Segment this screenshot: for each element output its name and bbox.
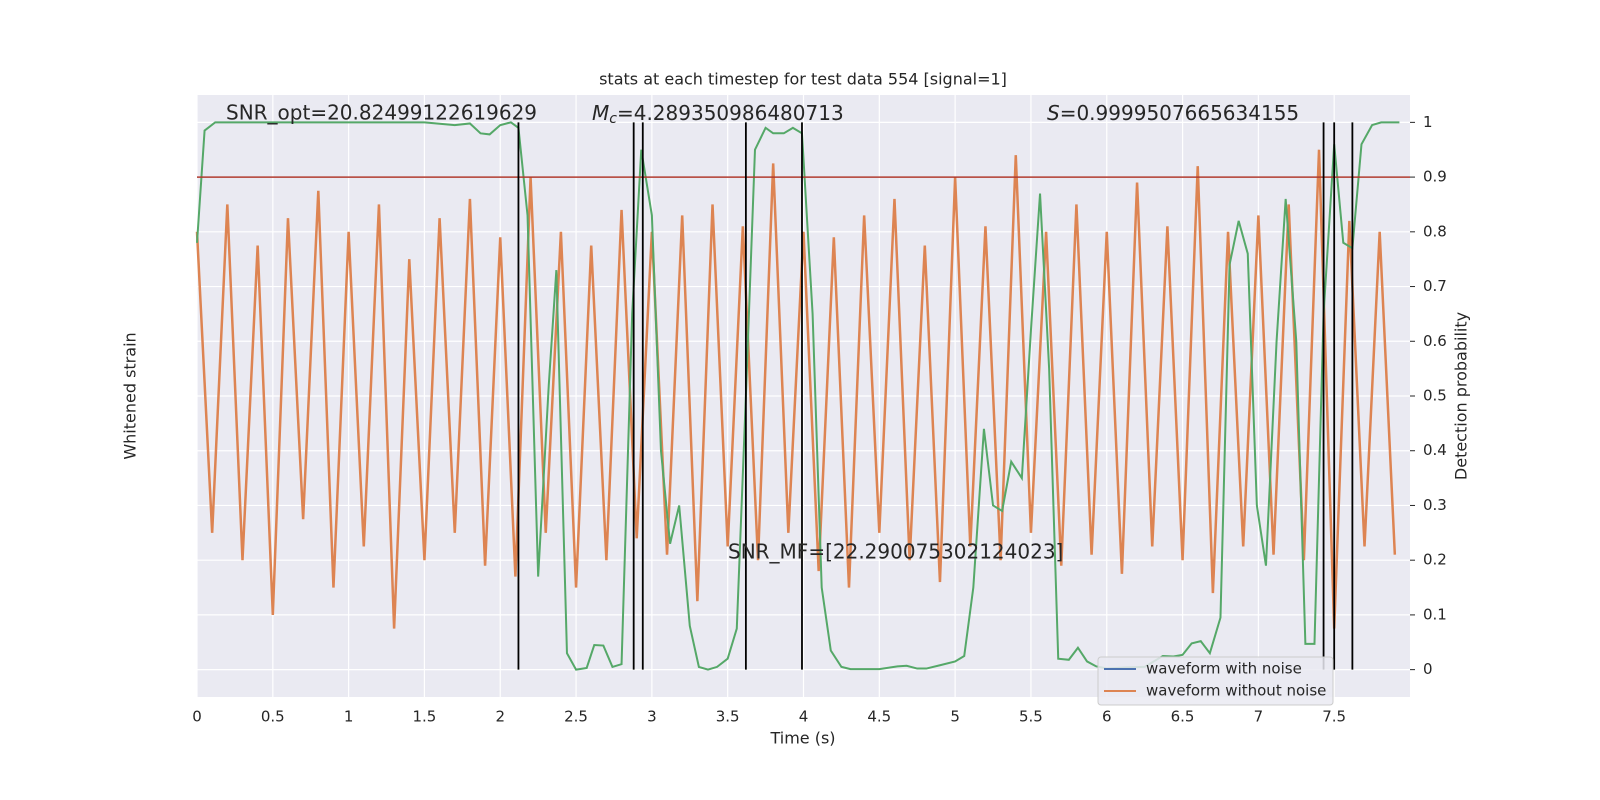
x-tick-label: 7.5 bbox=[1322, 708, 1346, 726]
y2-tick-label: 0.6 bbox=[1423, 332, 1447, 350]
annotation: S=0.9999507665634155 bbox=[1047, 101, 1299, 125]
chart-title: stats at each timestep for test data 554… bbox=[599, 70, 1007, 89]
legend-box bbox=[1097, 656, 1334, 706]
x-tick-label: 7 bbox=[1254, 708, 1264, 726]
x-tick-label: 2.5 bbox=[564, 708, 588, 726]
y2-axis-label: Detection probability bbox=[1452, 312, 1471, 480]
series-line bbox=[195, 149, 1397, 629]
annotation-text: =0.9999507665634155 bbox=[1060, 101, 1299, 125]
legend-label: waveform with noise bbox=[1146, 660, 1302, 678]
y2-tick-label: 0.5 bbox=[1423, 387, 1447, 405]
y2-tick-label: 0.4 bbox=[1423, 441, 1447, 459]
y-axis-label: Whitened strain bbox=[121, 332, 140, 459]
x-tick-label: 2 bbox=[495, 708, 505, 726]
x-tick-label: 6.5 bbox=[1171, 708, 1195, 726]
annotation-subscript: c bbox=[609, 111, 617, 127]
annotation: Mc=4.289350986480713 bbox=[592, 101, 844, 128]
y2-tick-label: 0.2 bbox=[1423, 551, 1447, 569]
y2-tick-label: 0.1 bbox=[1423, 605, 1447, 623]
y2-tick-label: 0.7 bbox=[1423, 277, 1447, 295]
x-tick-label: 0 bbox=[192, 708, 202, 726]
y2-tick-label: 0.8 bbox=[1423, 222, 1447, 240]
x-axis-label: Time (s) bbox=[769, 729, 835, 748]
x-tick-label: 3.5 bbox=[716, 708, 740, 726]
y2-tick-label: 1 bbox=[1423, 113, 1433, 131]
x-tick-label: 1 bbox=[344, 708, 354, 726]
x-tick-label: 3 bbox=[647, 708, 657, 726]
x-tick-label: 4.5 bbox=[867, 708, 891, 726]
y2-tick-label: 0.3 bbox=[1423, 496, 1447, 514]
annotation-symbol: M bbox=[592, 101, 609, 125]
annotation-symbol: S bbox=[1047, 101, 1060, 125]
y2-tick-label: 0 bbox=[1423, 660, 1433, 678]
x-tick-label: 5 bbox=[950, 708, 960, 726]
annotation: SNR_MF=[22.290075302124023] bbox=[728, 540, 1063, 564]
x-tick-label: 6 bbox=[1102, 708, 1112, 726]
series-line bbox=[196, 121, 1400, 671]
y2-tick-label: 0.9 bbox=[1423, 168, 1447, 186]
x-tick-label: 5.5 bbox=[1019, 708, 1043, 726]
legend: waveform with noise waveform without nois… bbox=[1097, 656, 1334, 706]
annotation-text: =4.289350986480713 bbox=[617, 101, 844, 125]
annotation: SNR_opt=20.82499122619629 bbox=[226, 101, 537, 125]
legend-label: waveform without noise bbox=[1146, 682, 1326, 700]
x-tick-label: 4 bbox=[799, 708, 809, 726]
x-tick-label: 1.5 bbox=[413, 708, 437, 726]
marks bbox=[195, 121, 1410, 671]
x-tick-label: 0.5 bbox=[261, 708, 285, 726]
